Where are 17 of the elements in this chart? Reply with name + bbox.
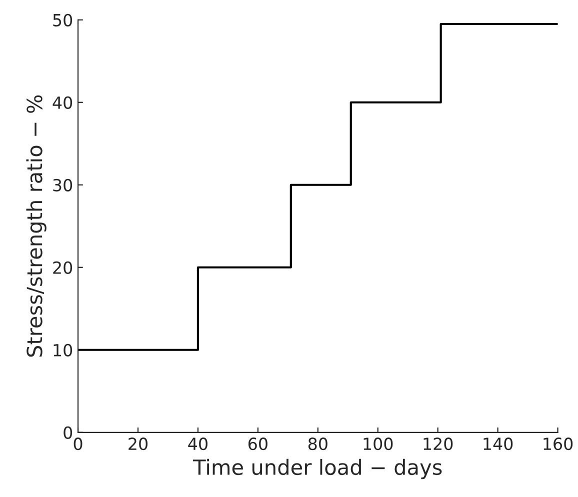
x-axis-title: Time under load − days <box>193 458 442 480</box>
x-tick-label: 80 <box>308 438 328 450</box>
y-tick-label: 0 <box>64 426 72 439</box>
x-tick-label: 20 <box>128 438 148 450</box>
x-tick-label: 160 <box>544 438 573 450</box>
x-tick-label: 0 <box>74 438 82 450</box>
y-tick-label: 10 <box>54 344 72 356</box>
y-tick-label: 20 <box>53 261 72 274</box>
x-tick-label: 140 <box>484 438 513 450</box>
y-tick-label: 30 <box>53 178 72 192</box>
y-tick-label: 50 <box>53 14 72 26</box>
y-tick-label: 40 <box>52 96 72 109</box>
x-tick-label: 60 <box>248 438 268 450</box>
x-tick-label: 120 <box>424 438 453 450</box>
y-axis-title: Stress/strength ratio − % <box>26 95 46 357</box>
x-tick-label: 40 <box>188 438 208 450</box>
x-tick-label: 100 <box>364 438 393 450</box>
